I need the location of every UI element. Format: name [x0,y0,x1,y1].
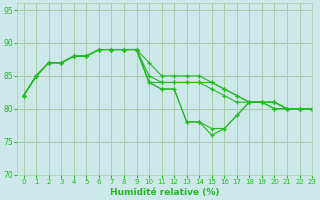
X-axis label: Humidité relative (%): Humidité relative (%) [110,188,220,197]
